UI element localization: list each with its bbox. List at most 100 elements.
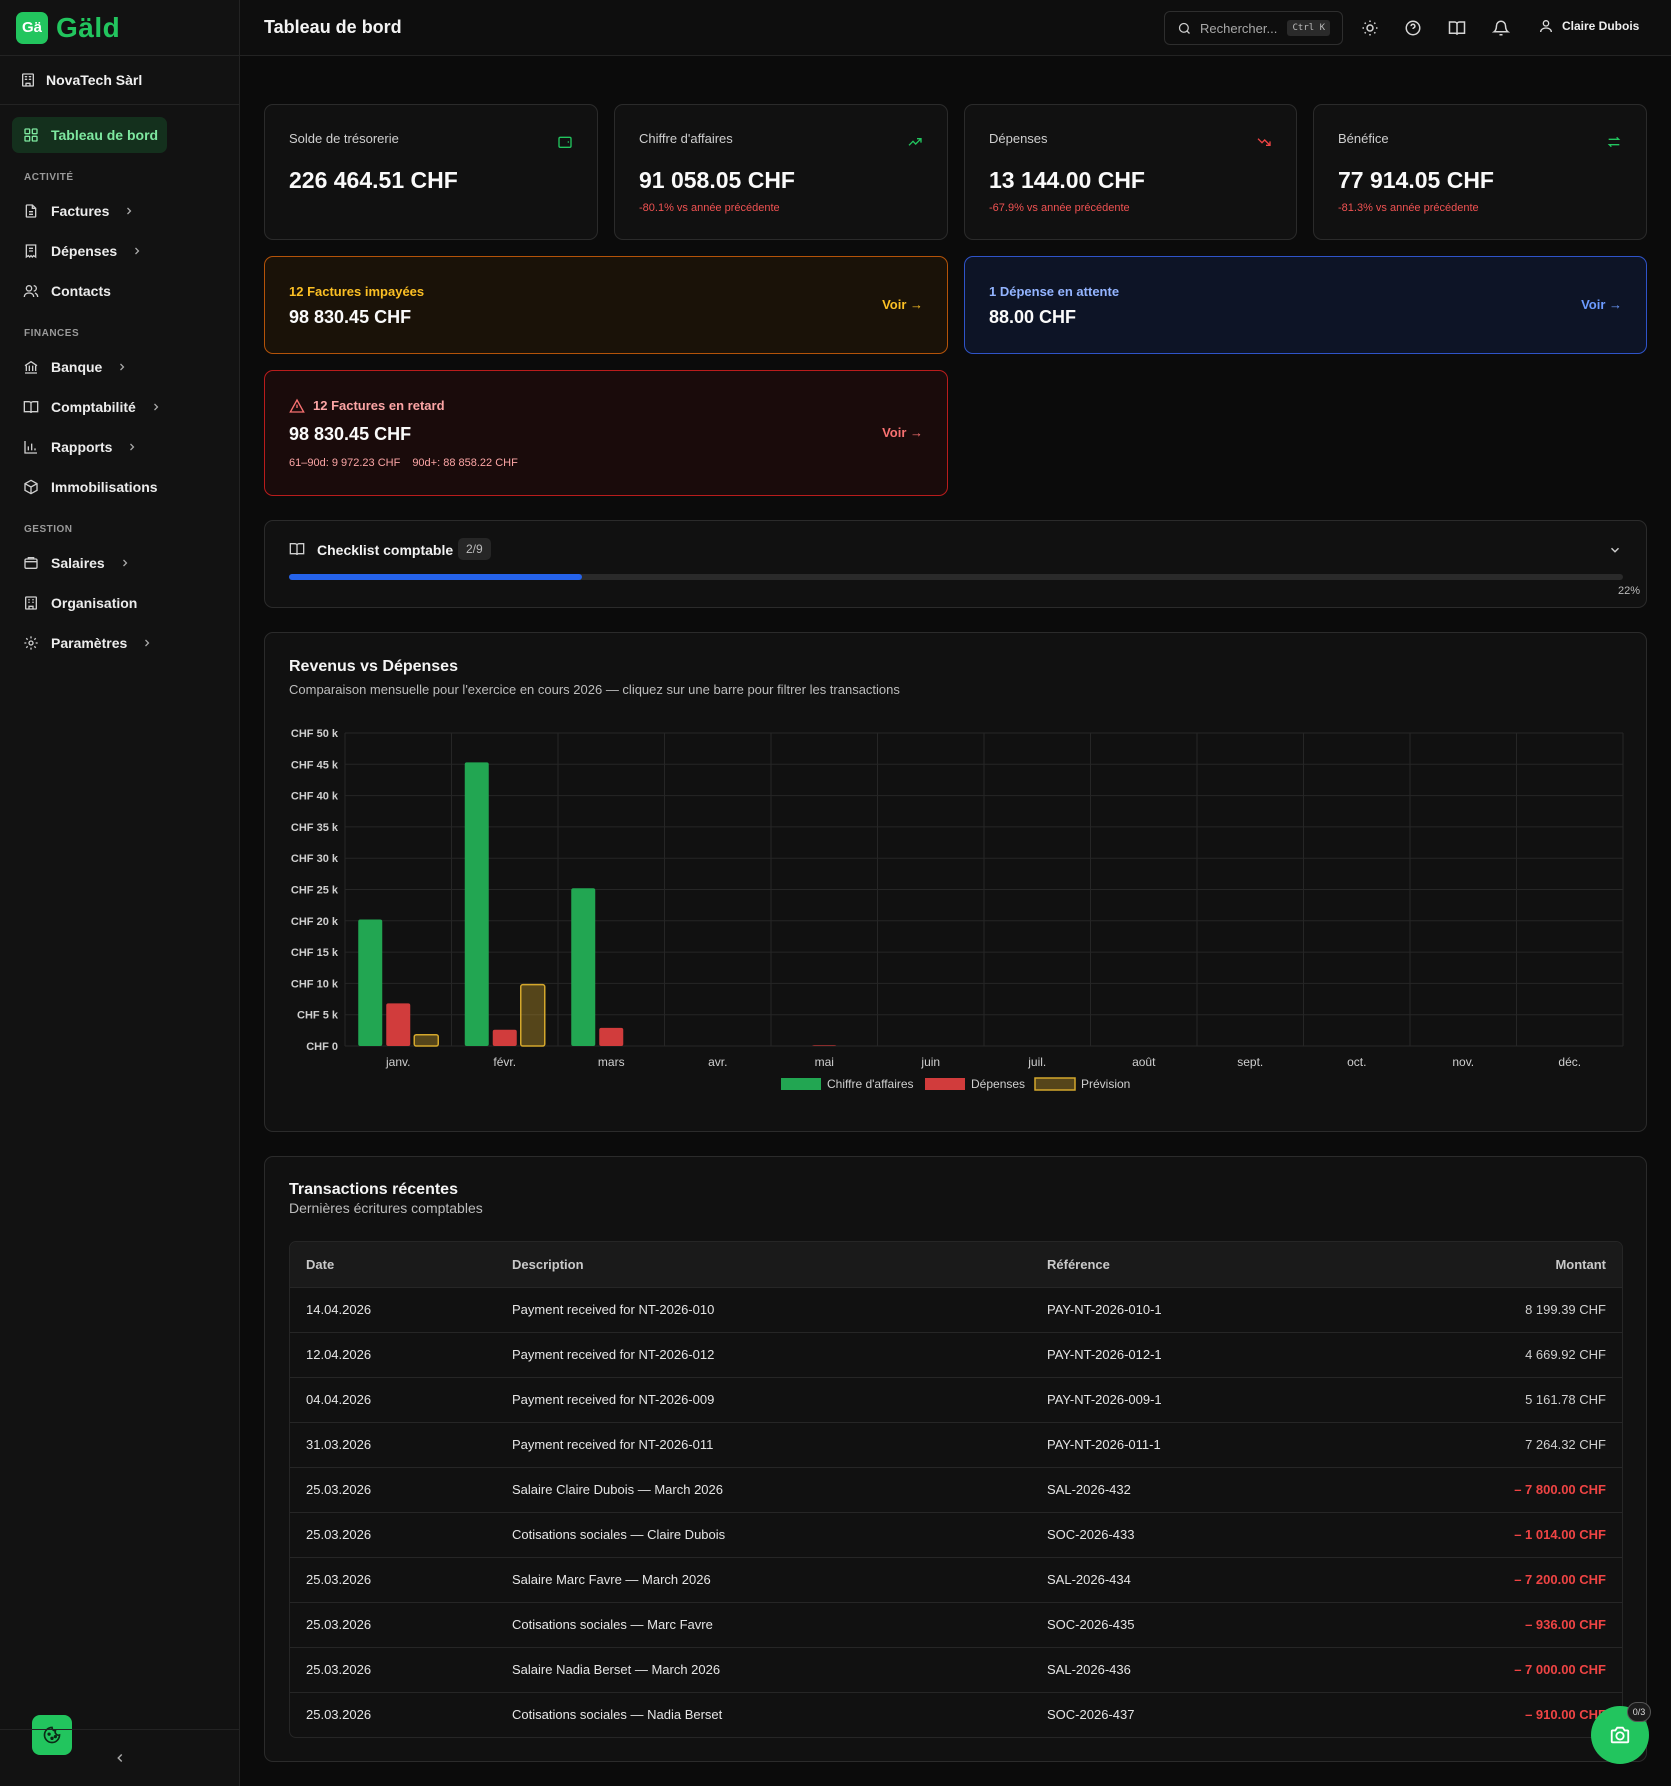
sidebar-item-contacts[interactable]: Contacts bbox=[12, 273, 227, 309]
revenue-expense-chart[interactable]: CHF 0 CHF 5 k CHF 10 k CHF 15 k CHF 20 k CHF … bbox=[265, 633, 1648, 1133]
table-row[interactable]: 25.03.2026 Salaire Nadia Berset — March 2… bbox=[290, 1647, 1622, 1693]
org-switcher[interactable]: NovaTech Sàrl bbox=[0, 56, 239, 105]
stat-label: Chiffre d'affaires bbox=[639, 131, 733, 146]
user-icon bbox=[1540, 20, 1552, 33]
sidebar-item-banque[interactable]: Banque bbox=[12, 349, 227, 385]
cookie-settings-button[interactable] bbox=[32, 1715, 72, 1755]
sidebar-item-parametres[interactable]: Paramètres bbox=[12, 625, 227, 661]
alert-unpaid-invoices[interactable]: 12 Factures impayées 98 830.45 CHF Voir … bbox=[264, 256, 948, 354]
transactions-table-wrapper: Date Description Référence Montant 14.04… bbox=[289, 1241, 1623, 1738]
alert-overdue-invoices[interactable]: 12 Factures en retard 98 830.45 CHF 61–9… bbox=[264, 370, 948, 496]
sidebar-item-factures[interactable]: Factures bbox=[12, 193, 227, 229]
transactions-table: Date Description Référence Montant 14.04… bbox=[290, 1242, 1622, 1737]
legend-expenses-label[interactable]: Dépenses bbox=[971, 1077, 1025, 1091]
sidebar-item-salaires[interactable]: Salaires bbox=[12, 545, 227, 581]
chevron-right-icon bbox=[153, 403, 159, 411]
legend-revenue-label[interactable]: Chiffre d'affaires bbox=[827, 1077, 914, 1091]
sidebar-item-depenses[interactable]: Dépenses bbox=[12, 233, 227, 269]
table-row[interactable]: 25.03.2026 Salaire Claire Dubois — March … bbox=[290, 1467, 1622, 1513]
table-row[interactable]: 25.03.2026 Salaire Marc Favre — March 202… bbox=[290, 1557, 1622, 1603]
sidebar-collapse-button[interactable] bbox=[0, 1729, 240, 1786]
cookie-icon bbox=[43, 1726, 61, 1744]
x-tick-label: févr. bbox=[493, 1055, 516, 1069]
sidebar-item-organisation[interactable]: Organisation bbox=[12, 585, 227, 621]
table-row[interactable]: 31.03.2026 Payment received for NT-2026-0… bbox=[290, 1422, 1622, 1468]
cell-date: 25.03.2026 bbox=[290, 1512, 496, 1558]
legend-forecast-swatch[interactable] bbox=[1034, 1077, 1076, 1091]
book-icon[interactable] bbox=[1448, 19, 1466, 37]
view-pending-link[interactable]: Voir → bbox=[1581, 297, 1622, 312]
file-icon bbox=[25, 204, 37, 218]
bank-icon bbox=[24, 360, 38, 374]
view-overdue-link[interactable]: Voir → bbox=[882, 425, 923, 440]
trending-down-icon bbox=[1257, 138, 1271, 146]
alert-title: 12 Factures en retard bbox=[313, 398, 445, 413]
column-header-amount[interactable]: Montant bbox=[1334, 1242, 1622, 1288]
bar-revenue-1[interactable] bbox=[464, 762, 489, 1046]
stat-value: 91 058.05 CHF bbox=[639, 167, 795, 193]
bar-expense-1[interactable] bbox=[492, 1029, 517, 1046]
cell-description: Cotisations sociales — Marc Favre bbox=[496, 1602, 1031, 1648]
section-label-gestion: GESTION bbox=[24, 523, 73, 535]
cell-reference: PAY-NT-2026-009-1 bbox=[1031, 1377, 1335, 1423]
table-row[interactable]: 25.03.2026 Cotisations sociales — Marc Fa… bbox=[290, 1602, 1622, 1648]
bar-expense-0[interactable] bbox=[386, 1003, 411, 1046]
table-row[interactable]: 14.04.2026 Payment received for NT-2026-0… bbox=[290, 1287, 1622, 1333]
section-label-finances: FINANCES bbox=[24, 327, 80, 339]
org-name: NovaTech Sàrl bbox=[46, 72, 143, 88]
cell-description: Salaire Marc Favre — March 2026 bbox=[496, 1557, 1031, 1603]
checklist-count-badge: 2/9 bbox=[458, 538, 491, 560]
logo[interactable]: Gä Gäld bbox=[0, 0, 239, 56]
cell-amount: 5 161.78 CHF bbox=[1334, 1377, 1622, 1423]
sidebar-item-comptabilite[interactable]: Comptabilité bbox=[12, 389, 227, 425]
y-tick-label: CHF 40 k bbox=[291, 791, 339, 803]
overdue-buckets: 61–90d: 9 972.23 CHF 90d+: 88 858.22 CHF bbox=[289, 457, 518, 469]
bell-icon[interactable] bbox=[1492, 19, 1510, 37]
alert-pending-expense[interactable]: 1 Dépense en attente 88.00 CHF Voir → bbox=[964, 256, 1647, 354]
y-tick-label: CHF 30 k bbox=[291, 853, 339, 865]
logo-mark: Gä bbox=[16, 11, 48, 44]
building-icon bbox=[22, 73, 34, 87]
sidebar-item-label: Salaires bbox=[51, 555, 105, 571]
legend-forecast-label[interactable]: Prévision bbox=[1081, 1077, 1130, 1091]
bar-forecast-1[interactable] bbox=[520, 983, 546, 1047]
table-row[interactable]: 25.03.2026 Cotisations sociales — Claire … bbox=[290, 1512, 1622, 1558]
cell-date: 25.03.2026 bbox=[290, 1467, 496, 1513]
cell-date: 25.03.2026 bbox=[290, 1557, 496, 1603]
sidebar-item-dashboard[interactable]: Tableau de bord bbox=[12, 117, 167, 153]
sidebar-item-rapports[interactable]: Rapports bbox=[12, 429, 227, 465]
table-row[interactable]: 12.04.2026 Payment received for NT-2026-0… bbox=[290, 1332, 1622, 1378]
transactions-title: Transactions récentes bbox=[289, 1181, 458, 1198]
bar-expense-4[interactable] bbox=[812, 1045, 837, 1046]
x-tick-label: août bbox=[1132, 1055, 1156, 1069]
user-name: Claire Dubois bbox=[1562, 19, 1640, 33]
bar-expense-2[interactable] bbox=[599, 1027, 624, 1046]
legend-revenue-swatch[interactable] bbox=[781, 1078, 821, 1090]
help-icon[interactable] bbox=[1404, 19, 1422, 37]
bar-revenue-0[interactable] bbox=[358, 919, 383, 1046]
bar-forecast-0[interactable] bbox=[413, 1033, 439, 1047]
user-menu[interactable]: Claire Dubois bbox=[1538, 18, 1639, 34]
view-unpaid-link[interactable]: Voir → bbox=[882, 297, 923, 312]
column-header-date[interactable]: Date bbox=[290, 1242, 496, 1288]
sidebar-item-label: Organisation bbox=[51, 595, 138, 611]
y-tick-label: CHF 10 k bbox=[291, 978, 339, 990]
chevron-down-icon[interactable] bbox=[1608, 543, 1622, 557]
table-row[interactable]: 25.03.2026 Cotisations sociales — Nadia B… bbox=[290, 1692, 1622, 1737]
bar-revenue-2[interactable] bbox=[571, 888, 596, 1046]
cell-reference: SAL-2026-434 bbox=[1031, 1557, 1335, 1603]
x-tick-label: avr. bbox=[708, 1055, 727, 1069]
column-header-reference[interactable]: Référence bbox=[1031, 1242, 1335, 1288]
column-header-description[interactable]: Description bbox=[496, 1242, 1031, 1288]
search-input[interactable]: Rechercher... Ctrl K bbox=[1164, 11, 1343, 45]
checklist-card[interactable]: Checklist comptable 2/9 22% bbox=[264, 520, 1647, 608]
legend-expenses-swatch[interactable] bbox=[925, 1078, 965, 1090]
sidebar-item-label: Paramètres bbox=[51, 635, 128, 651]
sun-icon[interactable] bbox=[1361, 19, 1379, 37]
sidebar-item-immobilisations[interactable]: Immobilisations bbox=[12, 469, 227, 505]
table-header-row: Date Description Référence Montant bbox=[290, 1242, 1622, 1288]
logo-text: Gäld bbox=[56, 11, 121, 43]
x-tick-label: mars bbox=[598, 1055, 625, 1069]
chevron-right-icon bbox=[122, 559, 128, 567]
table-row[interactable]: 04.04.2026 Payment received for NT-2026-0… bbox=[290, 1377, 1622, 1423]
